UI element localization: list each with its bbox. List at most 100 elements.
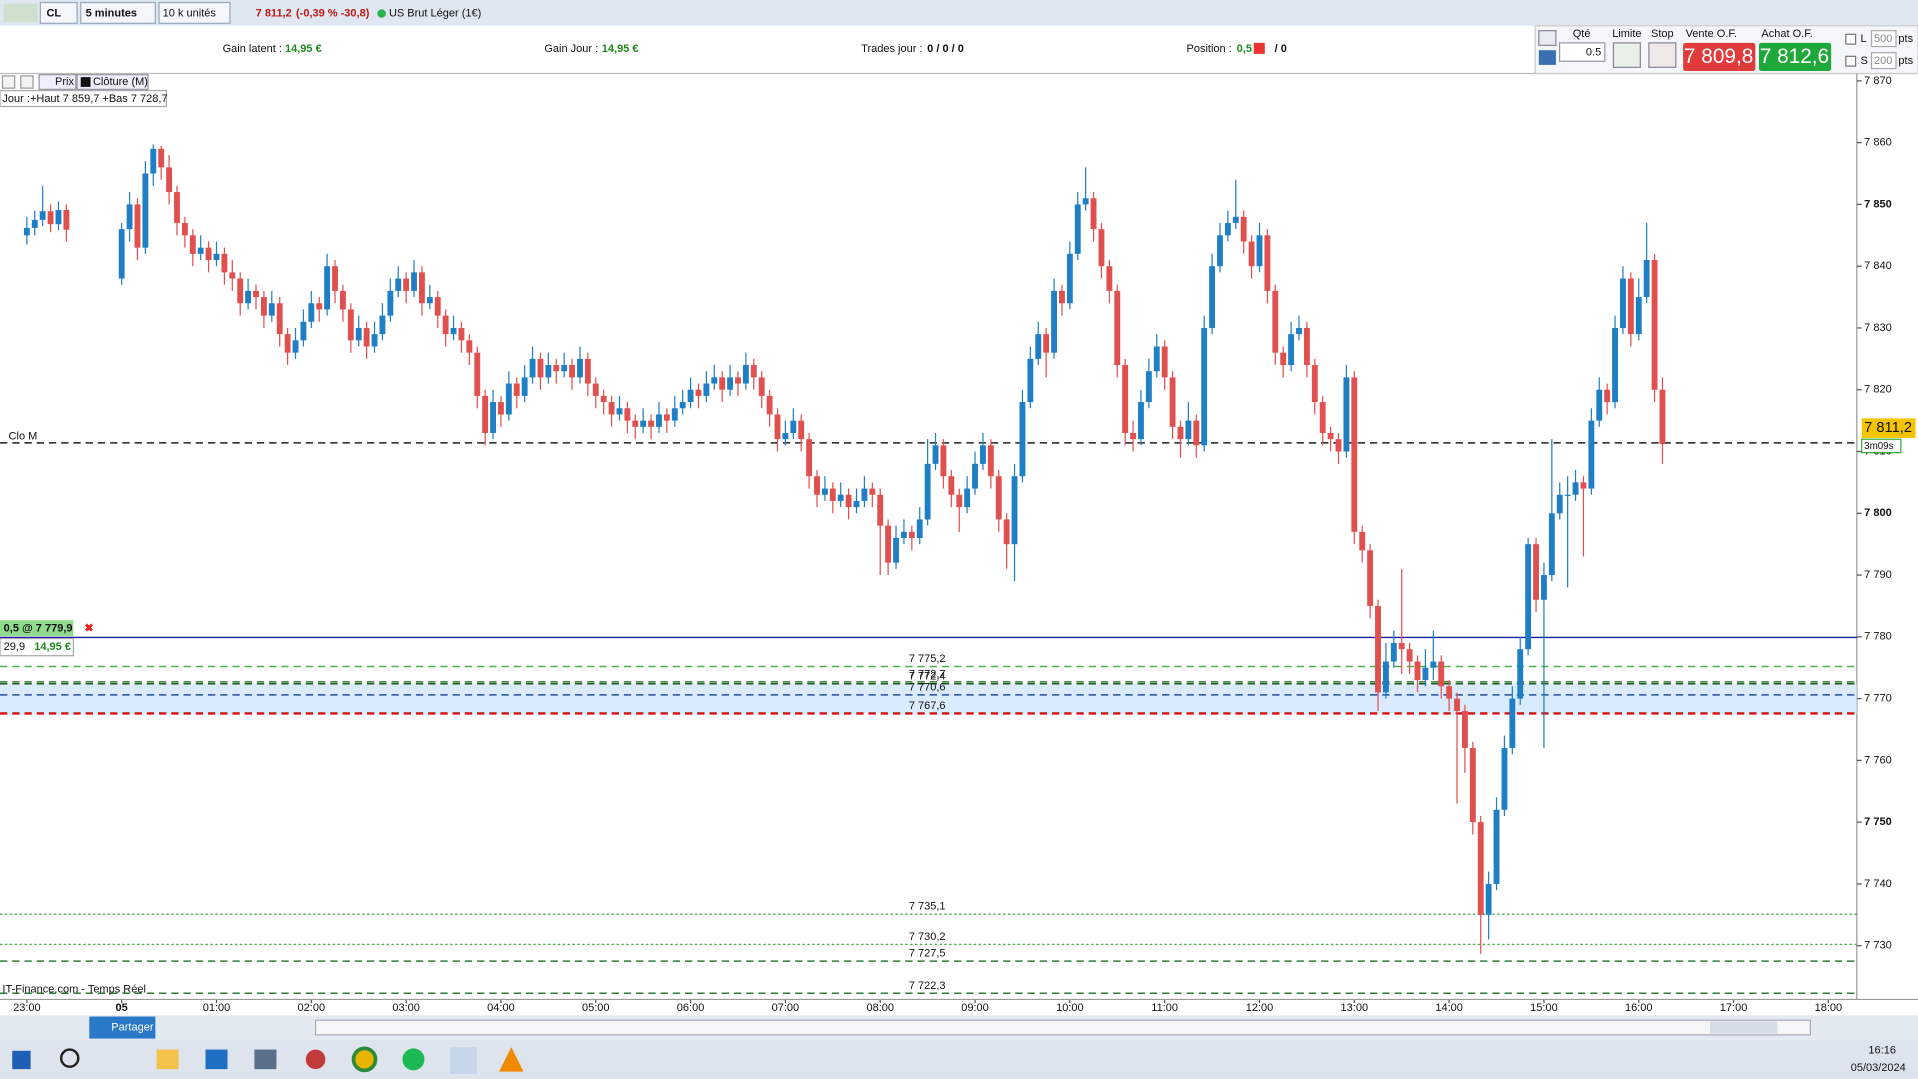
- candle-body: [450, 327, 457, 335]
- candle-body: [442, 315, 449, 335]
- candle-body: [474, 352, 481, 396]
- candle-body: [23, 227, 30, 236]
- app[interactable]: [205, 1049, 228, 1070]
- l-value[interactable]: 500: [1874, 33, 1892, 45]
- period-box[interactable]: [80, 1, 156, 24]
- buy-button[interactable]: [1758, 42, 1832, 72]
- share-button[interactable]: [89, 1016, 156, 1039]
- window-controls[interactable]: [1866, 6, 1916, 21]
- candle-body: [1169, 377, 1176, 427]
- candle-body: [118, 229, 125, 279]
- sell-button[interactable]: [1683, 42, 1756, 72]
- s-value[interactable]: 200: [1874, 55, 1892, 67]
- period[interactable]: 5 minutes: [86, 7, 137, 19]
- candle-body: [1493, 809, 1500, 884]
- stop-button[interactable]: [1648, 42, 1677, 68]
- candle-body: [1541, 575, 1547, 600]
- close-button-label[interactable]: Clôture (M): [93, 76, 148, 88]
- candle-body: [1588, 420, 1595, 489]
- candle-body: [1130, 432, 1137, 440]
- s-unit: pts: [1898, 55, 1913, 67]
- app[interactable]: [402, 1048, 425, 1071]
- sell-label: Vente O.F.: [1686, 28, 1737, 40]
- candle-body: [387, 290, 394, 316]
- candle-body: [1122, 365, 1129, 433]
- candle-body: [426, 297, 433, 304]
- keyboard-icon[interactable]: [1538, 50, 1556, 65]
- gain-latent: 14,95 €: [285, 43, 322, 55]
- app[interactable]: [254, 1049, 277, 1070]
- candle-body: [1240, 216, 1247, 242]
- candle-body: [1398, 642, 1405, 650]
- candle-body: [411, 272, 417, 291]
- candle-body: [1082, 198, 1089, 205]
- candle-body: [1612, 327, 1618, 403]
- candle-body: [1138, 402, 1144, 440]
- candle-body: [956, 494, 963, 508]
- candle-body: [1011, 476, 1018, 545]
- candle-body: [908, 531, 915, 538]
- candle-body: [1217, 235, 1223, 267]
- s-input[interactable]: [1870, 52, 1897, 70]
- search[interactable]: [59, 1048, 80, 1068]
- candle-body: [260, 297, 267, 316]
- tool-icon[interactable]: [1538, 30, 1557, 46]
- app[interactable]: [499, 1047, 524, 1072]
- units[interactable]: 10 k unités: [163, 7, 217, 19]
- candle-body: [1627, 278, 1634, 335]
- trades-label: Trades jour :: [861, 43, 922, 55]
- candle-body: [853, 500, 860, 508]
- candle-body: [1548, 513, 1555, 576]
- share[interactable]: Partager: [111, 1021, 154, 1033]
- candle-body: [1043, 334, 1050, 353]
- price-button-label[interactable]: Prix: [55, 76, 74, 88]
- candle-body: [466, 340, 473, 353]
- close-button[interactable]: [76, 74, 149, 90]
- candle-body: [1564, 494, 1571, 496]
- y-tick-label: 7 850: [1864, 198, 1892, 210]
- candle-body: [1556, 494, 1563, 514]
- symbol[interactable]: CL: [46, 7, 61, 19]
- price-tag: 7 811,2: [1864, 420, 1912, 436]
- timer-box: [1861, 438, 1902, 454]
- candle-body: [608, 402, 615, 415]
- scroll-thumb[interactable]: [1710, 1021, 1778, 1034]
- sell-price[interactable]: 7 809,8: [1684, 45, 1753, 68]
- price-button[interactable]: [38, 74, 77, 90]
- candle-body: [276, 303, 283, 335]
- candle-body: [490, 402, 496, 433]
- candle-body: [1635, 297, 1642, 335]
- close-position[interactable]: [1253, 42, 1265, 54]
- units-box[interactable]: [158, 1, 231, 24]
- s-checkbox[interactable]: [1845, 55, 1857, 67]
- scrollbar[interactable]: [314, 1019, 1811, 1036]
- start[interactable]: [12, 1050, 31, 1070]
- app[interactable]: [351, 1046, 378, 1073]
- app-active[interactable]: [450, 1047, 478, 1075]
- level-label: 7 772,7: [909, 668, 946, 680]
- candle-body: [735, 377, 741, 384]
- limit-button[interactable]: [1612, 42, 1641, 68]
- candle-body: [126, 204, 133, 230]
- app[interactable]: [305, 1049, 326, 1070]
- btn[interactable]: [20, 75, 34, 89]
- l-input[interactable]: [1870, 30, 1897, 48]
- x-tick-label: 12:00: [1246, 1002, 1274, 1014]
- x-tick-label: 02:00: [298, 1002, 326, 1014]
- btn[interactable]: [1, 75, 16, 89]
- qty[interactable]: 0.5: [1586, 47, 1601, 59]
- qty-input[interactable]: [1558, 42, 1606, 62]
- trades: 0 / 0 / 0: [927, 43, 964, 55]
- position-close[interactable]: ✖: [84, 623, 93, 635]
- candle-body: [711, 377, 718, 384]
- candle-body: [885, 525, 892, 563]
- symbol-box[interactable]: [39, 1, 78, 24]
- buy-price[interactable]: 7 812,6: [1760, 45, 1829, 68]
- candle-body: [63, 209, 70, 230]
- y-tick-label: 7 820: [1864, 384, 1892, 396]
- candle-body: [932, 445, 939, 464]
- candle-body: [1580, 482, 1587, 489]
- app[interactable]: [156, 1049, 179, 1070]
- l-checkbox[interactable]: [1845, 33, 1857, 45]
- icon[interactable]: [3, 3, 38, 23]
